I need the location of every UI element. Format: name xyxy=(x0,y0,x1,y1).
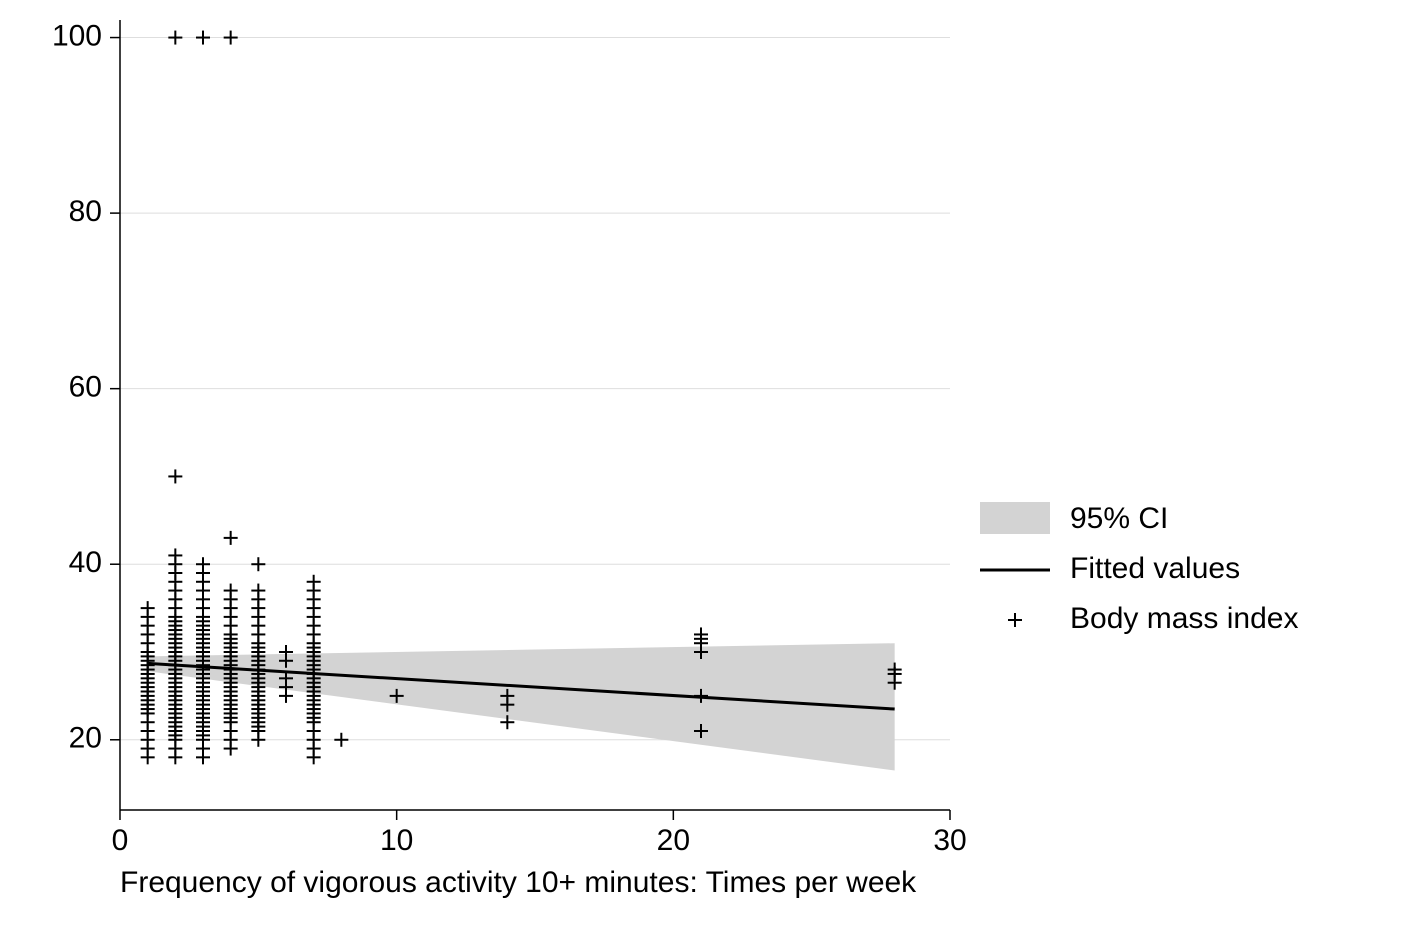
x-axis-label: Frequency of vigorous activity 10+ minut… xyxy=(120,866,917,899)
legend-swatch-ci xyxy=(980,502,1050,534)
legend-label: Body mass index xyxy=(1070,602,1298,635)
x-tick-label: 10 xyxy=(380,824,413,857)
y-tick-label: 20 xyxy=(69,722,102,755)
y-tick-label: 100 xyxy=(52,19,102,52)
scatter-fit-chart: 20 40 60 80 100 0 10 20 30 Frequency of vigorous … xyxy=(0,0,1401,934)
x-tick-label: 0 xyxy=(112,824,129,857)
chart-container: 20 40 60 80 100 0 10 20 30 Frequency of vigorous … xyxy=(0,0,1401,934)
legend-label: 95% CI xyxy=(1070,502,1168,535)
y-tick-label: 60 xyxy=(69,371,102,404)
y-tick-label: 40 xyxy=(69,546,102,579)
y-tick-label: 80 xyxy=(69,195,102,228)
x-tick-label: 20 xyxy=(657,824,690,857)
x-tick-label: 30 xyxy=(933,824,966,857)
legend-label: Fitted values xyxy=(1070,552,1240,585)
